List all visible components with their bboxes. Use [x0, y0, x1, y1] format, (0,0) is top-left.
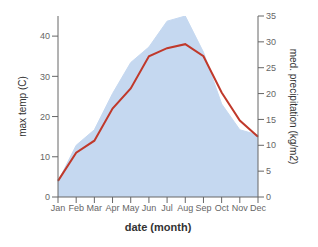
svg-text:30: 30 — [40, 72, 50, 82]
svg-text:Aug: Aug — [177, 203, 193, 213]
svg-text:Nov: Nov — [232, 203, 249, 213]
svg-text:date (month): date (month) — [125, 221, 192, 233]
svg-text:Feb: Feb — [68, 203, 84, 213]
svg-text:20: 20 — [266, 89, 276, 99]
svg-text:Apr: Apr — [106, 203, 120, 213]
svg-text:max temp (C): max temp (C) — [17, 76, 28, 137]
svg-text:Mar: Mar — [87, 203, 103, 213]
svg-text:30: 30 — [266, 37, 276, 47]
svg-text:25: 25 — [266, 63, 276, 73]
svg-text:Jul: Jul — [161, 203, 173, 213]
svg-text:Jan: Jan — [51, 203, 66, 213]
svg-text:40: 40 — [40, 31, 50, 41]
svg-text:5: 5 — [266, 166, 271, 176]
svg-text:10: 10 — [40, 152, 50, 162]
svg-text:Oct: Oct — [215, 203, 230, 213]
svg-text:0: 0 — [45, 192, 50, 202]
svg-text:35: 35 — [266, 11, 276, 21]
svg-text:0: 0 — [266, 192, 271, 202]
svg-text:20: 20 — [40, 112, 50, 122]
svg-text:15: 15 — [266, 115, 276, 125]
svg-text:Dec: Dec — [250, 203, 267, 213]
svg-text:med. precipitation (kg/m2): med. precipitation (kg/m2) — [288, 49, 299, 165]
svg-text:10: 10 — [266, 140, 276, 150]
svg-text:Jun: Jun — [142, 203, 157, 213]
svg-text:Sep: Sep — [195, 203, 211, 213]
svg-text:May: May — [122, 203, 140, 213]
